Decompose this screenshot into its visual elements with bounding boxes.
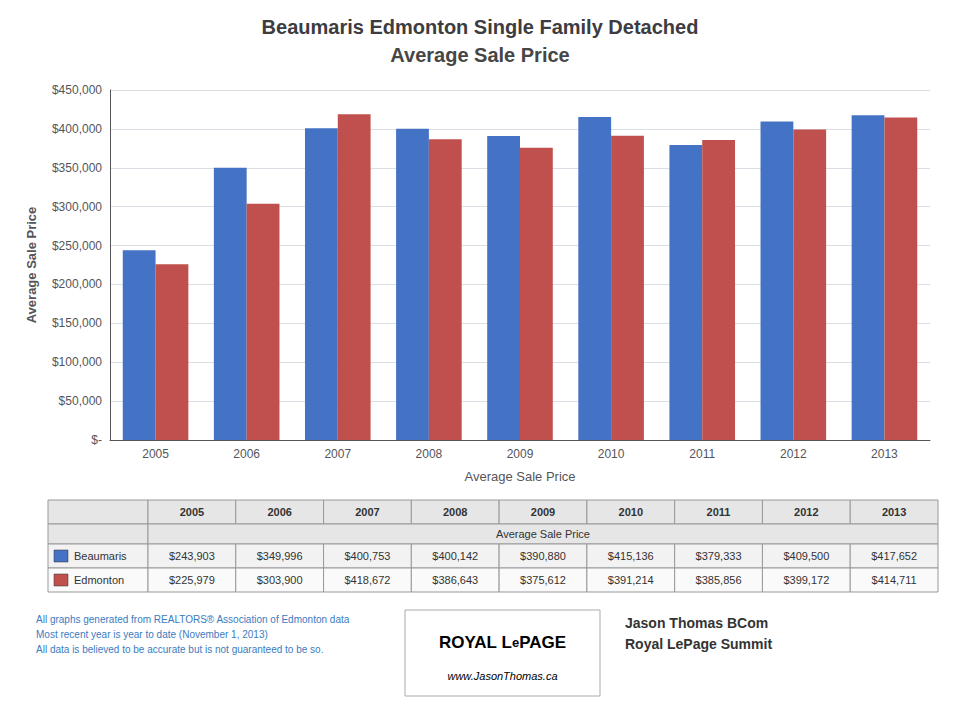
svg-text:2009: 2009 <box>531 506 555 518</box>
svg-text:Average Sale Price: Average Sale Price <box>464 469 575 484</box>
svg-text:$386,643: $386,643 <box>432 574 478 586</box>
svg-text:$409,500: $409,500 <box>783 550 829 562</box>
svg-text:Average Sale Price: Average Sale Price <box>24 207 39 324</box>
svg-text:$415,136: $415,136 <box>608 550 654 562</box>
svg-text:2012: 2012 <box>794 506 818 518</box>
svg-text:Royal LePage Summit: Royal LePage Summit <box>625 636 772 652</box>
svg-text:2010: 2010 <box>598 447 625 461</box>
svg-text:2008: 2008 <box>416 447 443 461</box>
svg-text:www.JasonThomas.ca: www.JasonThomas.ca <box>447 670 557 682</box>
svg-text:2009: 2009 <box>507 447 534 461</box>
svg-text:2010: 2010 <box>619 506 643 518</box>
svg-text:$349,996: $349,996 <box>257 550 303 562</box>
svg-text:$300,000: $300,000 <box>52 200 102 214</box>
svg-text:2006: 2006 <box>233 447 260 461</box>
svg-text:Beaumaris: Beaumaris <box>74 550 127 562</box>
svg-text:$243,903: $243,903 <box>169 550 215 562</box>
svg-text:2011: 2011 <box>707 506 731 518</box>
svg-text:$391,214: $391,214 <box>608 574 654 586</box>
svg-text:Most recent year is year to da: Most recent year is year to date (Novemb… <box>36 629 268 640</box>
svg-text:2005: 2005 <box>180 506 204 518</box>
svg-text:$-: $- <box>91 433 102 447</box>
svg-text:All data is believed to be acc: All data is believed to be accurate but … <box>36 644 323 655</box>
svg-text:$50,000: $50,000 <box>59 394 103 408</box>
svg-text:$399,172: $399,172 <box>783 574 829 586</box>
svg-text:$385,856: $385,856 <box>696 574 742 586</box>
svg-text:$414,711: $414,711 <box>872 574 917 586</box>
svg-text:$350,000: $350,000 <box>52 161 102 175</box>
svg-text:$150,000: $150,000 <box>52 316 102 330</box>
svg-text:2007: 2007 <box>355 506 379 518</box>
svg-text:Beaumaris Edmonton Single Fami: Beaumaris Edmonton Single Family Detache… <box>262 16 699 38</box>
svg-text:2005: 2005 <box>142 447 169 461</box>
svg-text:Average Sale Price: Average Sale Price <box>390 44 569 66</box>
svg-text:2008: 2008 <box>443 506 467 518</box>
svg-text:$200,000: $200,000 <box>52 277 102 291</box>
svg-text:ROYAL L: ROYAL L <box>439 633 512 652</box>
svg-text:$225,979: $225,979 <box>169 574 215 586</box>
svg-text:$250,000: $250,000 <box>52 239 102 253</box>
svg-text:$400,142: $400,142 <box>432 550 478 562</box>
svg-text:Jason Thomas BCom: Jason Thomas BCom <box>625 615 768 631</box>
svg-text:$417,652: $417,652 <box>871 550 917 562</box>
svg-text:$418,672: $418,672 <box>344 574 390 586</box>
svg-text:PAGE: PAGE <box>519 633 566 652</box>
svg-text:All graphs generated from REAL: All graphs generated from REALTORS® Asso… <box>36 614 350 625</box>
svg-text:2013: 2013 <box>871 447 898 461</box>
svg-text:Average Sale Price: Average Sale Price <box>496 528 590 540</box>
svg-text:2007: 2007 <box>324 447 351 461</box>
svg-text:$379,333: $379,333 <box>696 550 742 562</box>
svg-text:$375,612: $375,612 <box>520 574 566 586</box>
svg-text:$400,000: $400,000 <box>52 122 102 136</box>
svg-text:$450,000: $450,000 <box>52 83 102 97</box>
svg-text:$400,753: $400,753 <box>344 550 390 562</box>
svg-text:2013: 2013 <box>882 506 906 518</box>
svg-text:2011: 2011 <box>689 447 715 461</box>
svg-text:2006: 2006 <box>267 506 291 518</box>
svg-text:$100,000: $100,000 <box>52 355 102 369</box>
svg-text:e: e <box>512 635 519 650</box>
svg-text:$303,900: $303,900 <box>257 574 303 586</box>
svg-text:$390,880: $390,880 <box>520 550 566 562</box>
svg-text:2012: 2012 <box>780 447 807 461</box>
svg-text:Edmonton: Edmonton <box>74 574 124 586</box>
